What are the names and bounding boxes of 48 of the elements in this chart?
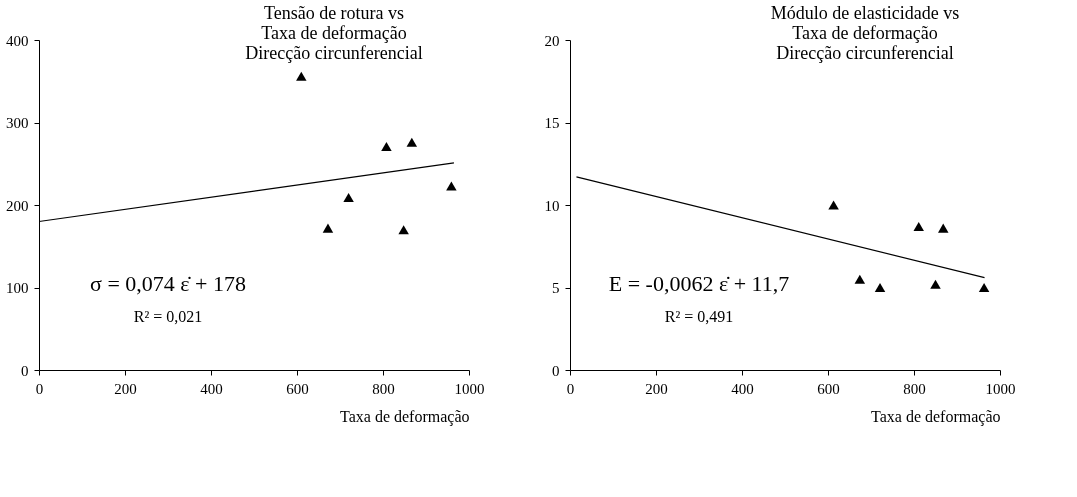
text: Direcção circunferencial (245, 43, 423, 63)
point (854, 274, 866, 284)
text: Direcção circunferencial (776, 43, 954, 63)
point (446, 181, 457, 191)
x-tick-label: 400 (200, 380, 223, 397)
point (398, 225, 409, 235)
x-tick-label: 600 (817, 380, 840, 397)
point (322, 223, 334, 233)
text: Tensão de rotura vs (263, 3, 405, 23)
annotation: R² = 0,021 (133, 308, 203, 326)
y-tick-label: 20 (544, 32, 560, 49)
point (913, 221, 924, 231)
point (938, 223, 949, 233)
x-tick-label: 0 (35, 380, 44, 397)
x-tick-label: 800 (903, 380, 926, 397)
y-tick-label: 0 (552, 362, 560, 379)
point (874, 282, 886, 293)
x-tick-label: 1000 (454, 380, 485, 397)
x-tick-label: 600 (286, 380, 309, 397)
annotation: R² = 0,491 (664, 308, 734, 326)
x-tick-label: 800 (372, 380, 395, 397)
point (406, 137, 418, 147)
y-tick-label: 200 (6, 197, 29, 214)
text: Taxa de deformação (261, 23, 407, 43)
y-tick-label: 100 (6, 280, 29, 296)
point (930, 279, 941, 289)
text: Taxa de deformação (792, 23, 938, 43)
point (296, 71, 307, 81)
x-tick-label: 400 (731, 380, 754, 397)
x-tick-label: 200 (114, 380, 137, 397)
y-tick-label: 5 (552, 280, 560, 296)
x-axis-title: Taxa de deformação (340, 407, 470, 426)
x-tick-label: 1000 (985, 380, 1016, 397)
annotation: σ = 0,074 ε̇ + 178 (90, 271, 246, 297)
y-tick-label: 0 (21, 362, 29, 379)
y-tick-label: 300 (6, 115, 29, 131)
y-tick-label: 10 (544, 197, 560, 214)
y-tick-label: 400 (6, 32, 29, 49)
point (343, 193, 354, 203)
x-tick-label: 0 (566, 380, 575, 397)
point (978, 282, 990, 293)
point (381, 141, 392, 151)
x-axis-title: Taxa de deformação (871, 407, 1001, 426)
x-tick-label: 200 (645, 380, 668, 397)
y-tick-label: 15 (544, 115, 560, 131)
annotation: E = -0,0062 ε̇ + 11,7 (608, 271, 790, 297)
text: Módulo de elasticidade vs (770, 3, 960, 23)
point (828, 200, 839, 210)
